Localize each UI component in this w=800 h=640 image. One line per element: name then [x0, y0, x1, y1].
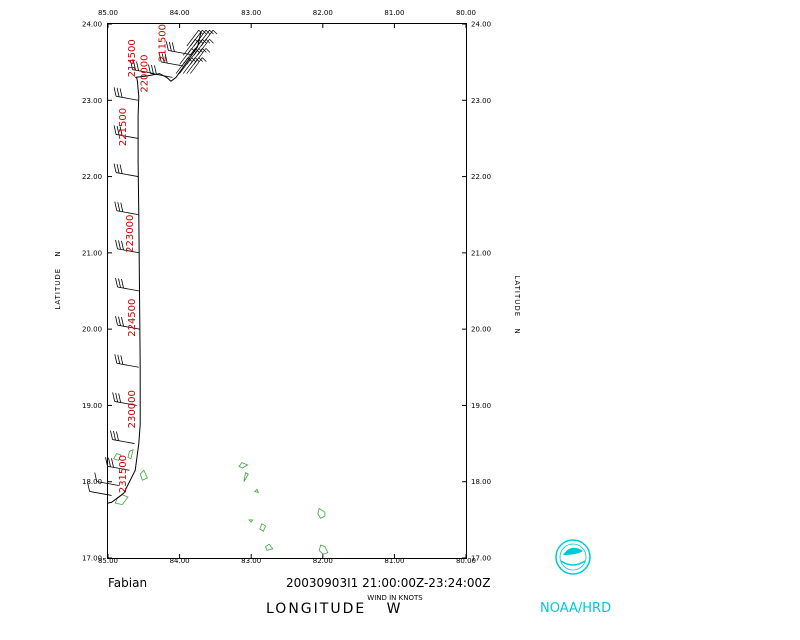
- x-tick-label-top: 80.00: [456, 9, 476, 17]
- svg-text:LATITUDE N: LATITUDE N: [513, 275, 521, 334]
- y-tick-label-right: 20.00: [471, 326, 491, 334]
- x-tick-label-top: 85.00: [98, 9, 118, 17]
- x-tick-label-bottom: 82.00: [313, 557, 333, 565]
- svg-text:LATITUDE N: LATITUDE N: [54, 250, 62, 309]
- island-outline: [317, 507, 326, 519]
- y-tick-label-left: 20.00: [82, 326, 102, 334]
- time-label: 223000: [125, 215, 136, 253]
- time-label: 221500: [118, 108, 129, 146]
- wind-barb: [113, 163, 139, 177]
- time-label: 230000: [127, 390, 138, 428]
- island-outline: [265, 543, 274, 551]
- wind-barb: [130, 60, 155, 74]
- wind-barb: [197, 29, 214, 47]
- wind-barb: [114, 354, 139, 368]
- y-tick-label-left: 18.00: [82, 478, 102, 486]
- wind-barb: [87, 482, 112, 496]
- island-outline: [238, 462, 249, 469]
- x-tick-label-top: 81.00: [384, 9, 404, 17]
- y-tick-label-left: 22.00: [82, 173, 102, 181]
- wind-barb: [200, 29, 218, 47]
- y-tick-label-right: 22.00: [471, 173, 491, 181]
- wind-barb: [197, 39, 214, 56]
- time-label: 214500: [127, 39, 138, 77]
- y-tick-label-left: 23.00: [82, 97, 102, 105]
- wind-barb: [94, 472, 119, 486]
- wind-barb: [115, 239, 140, 254]
- y-axis-label-left: LATITUDE: [54, 268, 62, 310]
- wind-barb: [115, 316, 140, 330]
- island-outline: [248, 519, 254, 523]
- y-tick-label-left: 19.00: [82, 402, 102, 410]
- wind-barb: [148, 64, 173, 78]
- plot-frame: [107, 23, 467, 559]
- island-outline: [318, 544, 329, 555]
- island-outline: [254, 488, 260, 493]
- y-tick-label-left: 21.00: [82, 249, 102, 257]
- wind-barb: [113, 87, 139, 101]
- x-tick-label-bottom: 83.00: [241, 557, 261, 565]
- wind-barb: [112, 392, 137, 406]
- flight-label: Fabian: [108, 576, 147, 590]
- land-outlines: [113, 449, 329, 555]
- y-axis-dir-left: N: [54, 250, 62, 256]
- wind-barb: [165, 41, 191, 55]
- wind-barb: [193, 48, 211, 65]
- x-tick-label-bottom: 80.00: [456, 557, 476, 565]
- wind-barb: [110, 430, 135, 444]
- wind-units-note: WIND IN KNOTS: [367, 594, 423, 602]
- x-tick-label-top: 84.00: [170, 9, 190, 17]
- island-outline: [243, 471, 249, 482]
- wind-barb: [113, 125, 139, 139]
- axis-ticks: 85.00 85.00 84.00 84.00 83.00 83.00 82.00 82.00…: [82, 9, 491, 565]
- x-axis-label: LONGITUDE: [266, 601, 366, 617]
- y-tick-label-right: 24.00: [471, 21, 491, 29]
- island-outline: [259, 523, 266, 532]
- time-label: 224500: [127, 299, 138, 337]
- y-tick-label-left: 17.00: [82, 555, 102, 563]
- wind-barb: [114, 201, 139, 216]
- time-range: 20030903I1 21:00:00Z-23:24:00Z: [286, 576, 490, 590]
- y-axis-label-right: LATITUDE: [513, 275, 521, 317]
- y-axis-dir-right: N: [513, 328, 521, 334]
- island-outline: [127, 449, 134, 460]
- svg-text:LONGITUDE W: LONGITUDE W: [266, 601, 403, 617]
- flight-track: [107, 31, 202, 504]
- wind-barb: [105, 457, 130, 471]
- y-tick-label-right: 19.00: [471, 402, 491, 410]
- x-tick-label-bottom: 84.00: [170, 557, 190, 565]
- x-tick-label-bottom: 81.00: [384, 557, 404, 565]
- time-label: 220000: [139, 54, 150, 92]
- x-tick-label-top: 83.00: [241, 9, 261, 17]
- x-axis-dir: W: [387, 601, 403, 617]
- x-tick-label-bottom: 85.00: [98, 557, 118, 565]
- island-outline: [139, 469, 148, 481]
- island-outline: [113, 453, 122, 461]
- wind-barb: [190, 57, 207, 74]
- y-tick-label-left: 24.00: [82, 21, 102, 29]
- noaa-logo: NOAA: [555, 539, 591, 575]
- wind-barb: [115, 277, 140, 292]
- time-label: 231500: [118, 455, 129, 493]
- y-tick-label-right: 23.00: [471, 97, 491, 105]
- y-tick-label-right: 21.00: [471, 249, 491, 257]
- svg-text:NOAA: NOAA: [566, 555, 581, 561]
- y-tick-label-right: 18.00: [471, 478, 491, 486]
- credit-label: NOAA/HRD: [540, 601, 611, 616]
- island-outline: [114, 494, 129, 506]
- wind-barb: [158, 52, 184, 67]
- y-tick-label-right: 17.00: [471, 555, 491, 563]
- time-labels: 231500 230000 224500 223000 221500 214500 2200…: [118, 24, 168, 493]
- time-label: 211500: [157, 24, 168, 62]
- x-tick-label-top: 82.00: [313, 9, 333, 17]
